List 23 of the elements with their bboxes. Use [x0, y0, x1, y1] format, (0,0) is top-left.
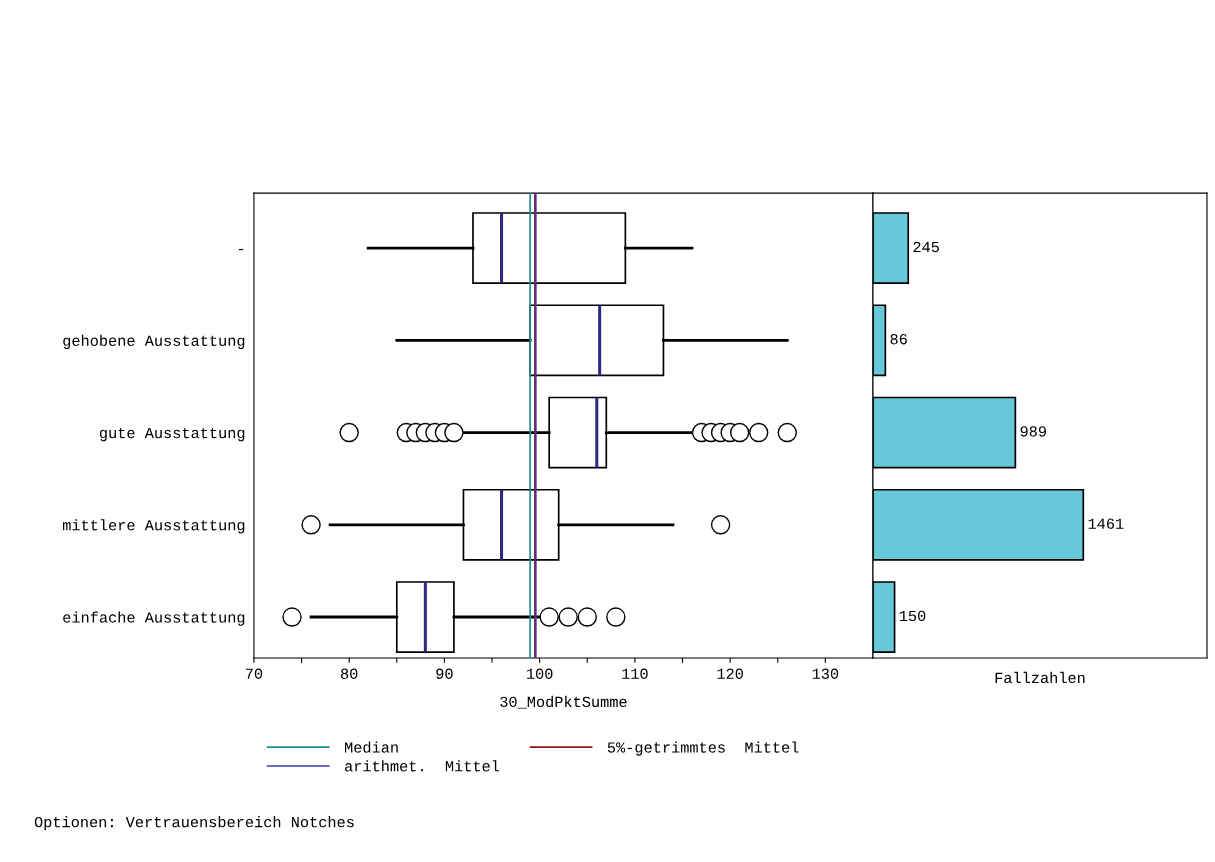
legend-label: Median [345, 741, 398, 753]
x-tick-label: 90 [436, 668, 453, 679]
legend-label: 5%-getrimmtes Mittel [607, 741, 799, 756]
x-tick-label: 100 [527, 668, 553, 679]
y-tick-label: gute Ausstattung [99, 427, 245, 442]
x-tick-label: 80 [341, 668, 358, 679]
y-tick-label: mittlere Ausstattung [62, 519, 245, 534]
y-tick-label: einfache Ausstattung [63, 611, 245, 626]
x-tick-label: 130 [812, 668, 839, 679]
y-tick-label: gehobene Ausstattung [63, 334, 245, 349]
data-label: 245 [913, 241, 939, 253]
x-tick-label: 70 [245, 668, 263, 679]
x-tick-label: 110 [622, 668, 648, 679]
y-tick-label: - [238, 248, 244, 251]
x-axis-title: 30_ModPktSumme [500, 695, 627, 709]
x-tick-label: 120 [717, 668, 743, 679]
data-label: 150 [899, 610, 926, 622]
legend-label: arithmet. Mittel [345, 760, 500, 772]
data-label: 1461 [1088, 518, 1124, 529]
text: Optionen: Vertrauensbereich Notches [34, 816, 354, 831]
x-axis-title: Fallzahlen [995, 671, 1085, 684]
data-label: 86 [890, 334, 907, 345]
data-label: 989 [1020, 426, 1046, 437]
